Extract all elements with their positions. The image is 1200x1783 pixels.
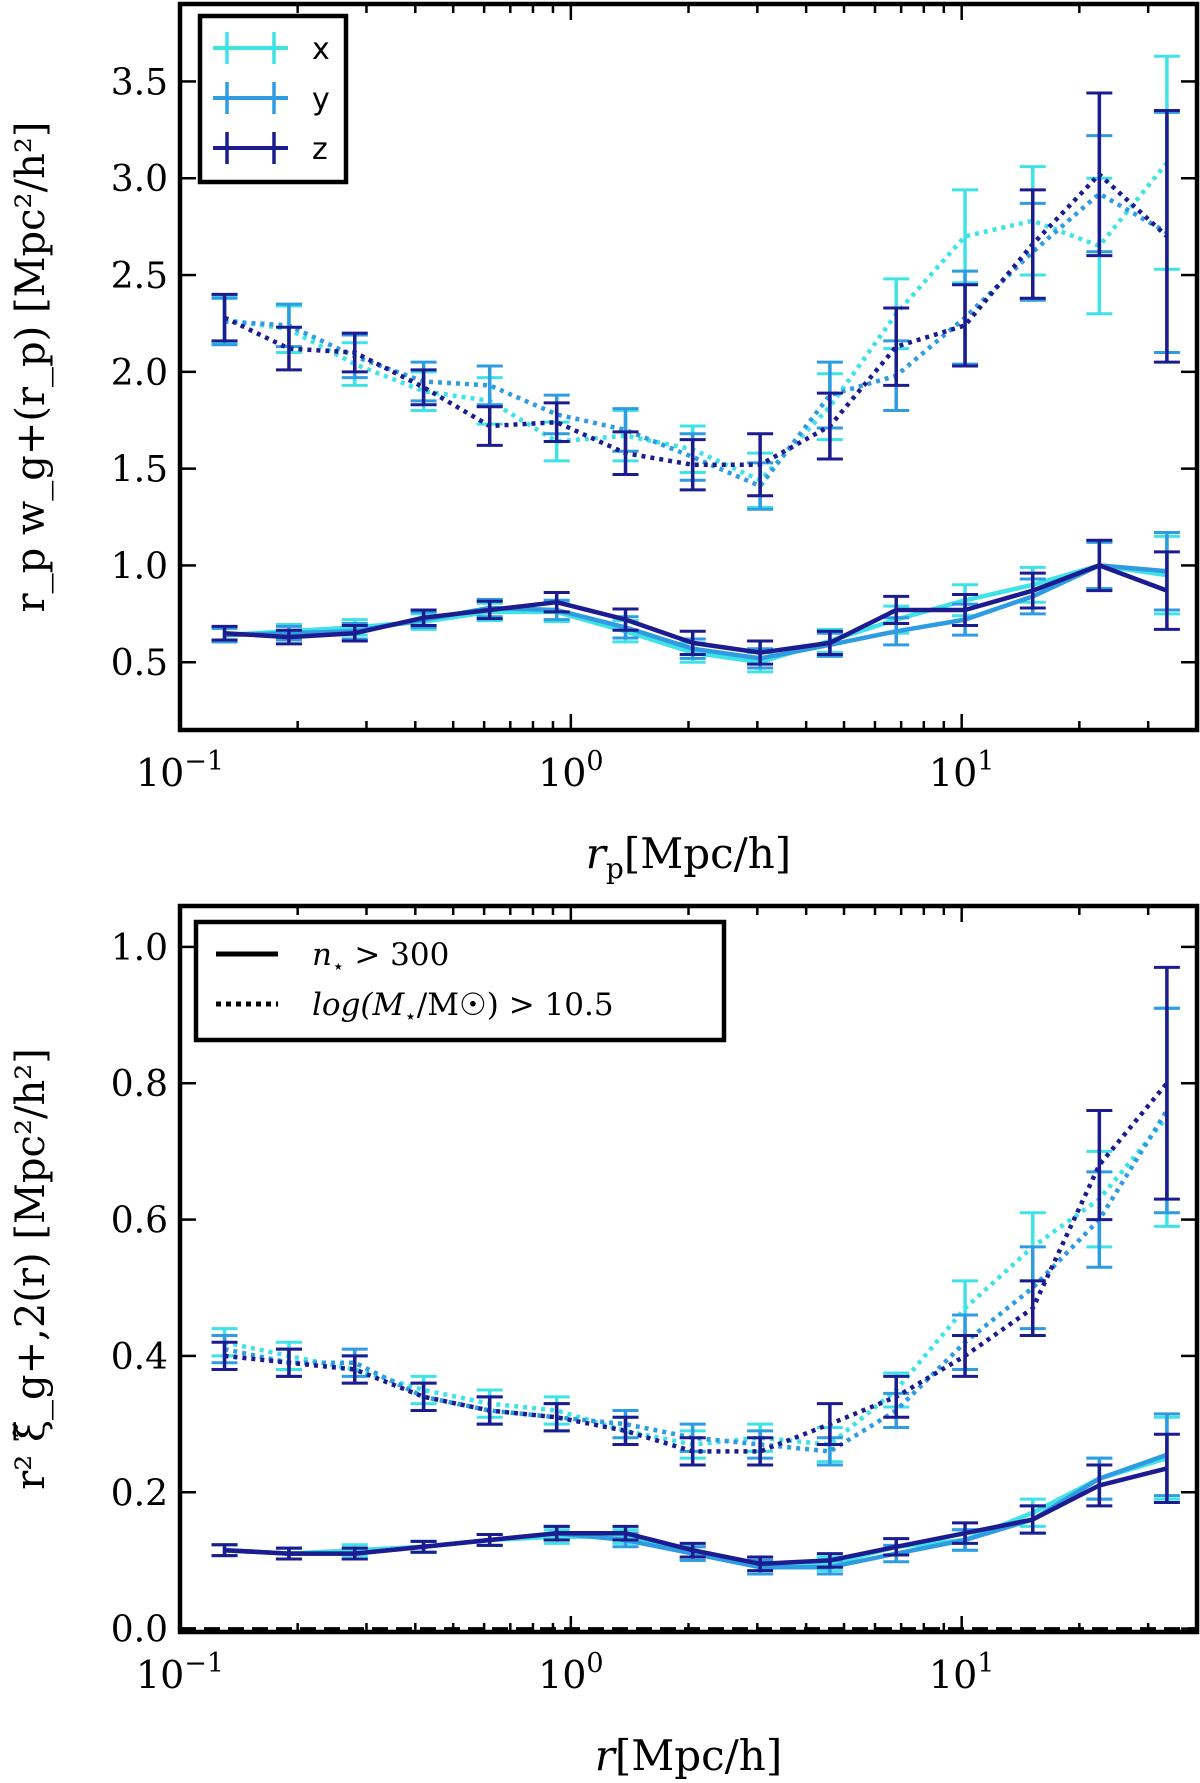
series-line xyxy=(224,191,1169,489)
y-tick-label: 1.5 xyxy=(111,450,168,491)
legend: xyz xyxy=(197,13,349,185)
legend-label-x: x xyxy=(312,32,330,67)
legend-box xyxy=(193,919,727,1043)
series-line xyxy=(224,1081,1169,1454)
y-tick-label: 1.0 xyxy=(111,546,168,587)
x-ticks xyxy=(178,906,1199,1632)
x-axis-label: r[Mpc/h] xyxy=(595,1731,782,1780)
y-axis-label: r² ξ̃_g+,2(r) [Mpc²/h²] xyxy=(8,1048,54,1490)
y-tick-label: 0.8 xyxy=(111,1064,168,1105)
series-z-dotted xyxy=(211,91,1180,498)
legend-label-solid: n⋆ > 300 xyxy=(312,937,449,978)
y-tick-label: 0.4 xyxy=(111,1337,168,1378)
x-tick-label: 10−1 xyxy=(136,1648,224,1697)
y-axis-label: r_p w_g+(r_p) [Mpc²/h²] xyxy=(8,122,54,613)
y-tick-label: 0.2 xyxy=(111,1473,168,1514)
y-tick-label: 2.0 xyxy=(111,353,168,394)
series-line xyxy=(224,1466,1168,1567)
series-y-dotted xyxy=(211,110,1180,511)
y-tick-label: 3.5 xyxy=(111,62,168,103)
y-tick-label: 0.0 xyxy=(111,1610,168,1651)
x-tick-label: 101 xyxy=(929,746,995,795)
y-tick-label: 3.0 xyxy=(111,159,168,200)
x-ticks xyxy=(178,4,1199,730)
x-axis-label: rp[Mpc/h] xyxy=(586,829,791,885)
series-x-dotted xyxy=(211,1006,1180,1464)
y-ticks xyxy=(180,80,1197,664)
series-x-solid xyxy=(211,534,1180,674)
series-y-dotted xyxy=(211,1006,1180,1467)
series-z-solid xyxy=(211,538,1180,666)
series-y-solid xyxy=(211,531,1180,670)
y-ticks xyxy=(180,945,1197,1630)
x-tick-label: 101 xyxy=(929,1648,995,1697)
legend: n⋆ > 300 log(M⋆/M☉) > 10.5 xyxy=(193,919,727,1043)
plot-area xyxy=(211,54,1180,674)
bottom-panel: 10−1 100 101 0.0 0.2 0.4 0.6 0.8 1.0 r[Mpc/h] r² ξ… xyxy=(8,903,1200,1780)
x-tick-label: 10−1 xyxy=(136,746,224,795)
series-z-dotted xyxy=(211,965,1180,1467)
x-tick-label: 100 xyxy=(538,1648,604,1697)
legend-label-y: y xyxy=(312,82,330,117)
series-line xyxy=(224,563,1168,655)
legend-label-z: z xyxy=(312,132,328,167)
series-z-solid xyxy=(211,1432,1180,1573)
top-panel: 10−1 100 101 0.5 1.0 1.5 2.0 2.5 3.0 3.5 rp[Mpc/h]… xyxy=(8,1,1200,885)
y-tick-label: 0.5 xyxy=(111,643,168,684)
legend-label-dotted: log(M⋆/M☉) > 10.5 xyxy=(312,987,614,1028)
x-tick-label: 100 xyxy=(538,746,604,795)
y-tick-label: 2.5 xyxy=(111,256,168,297)
plot-area xyxy=(180,965,1197,1631)
y-tick-label: 1.0 xyxy=(111,928,168,969)
series-line xyxy=(223,172,1169,468)
y-tick-label: 0.6 xyxy=(111,1201,168,1242)
